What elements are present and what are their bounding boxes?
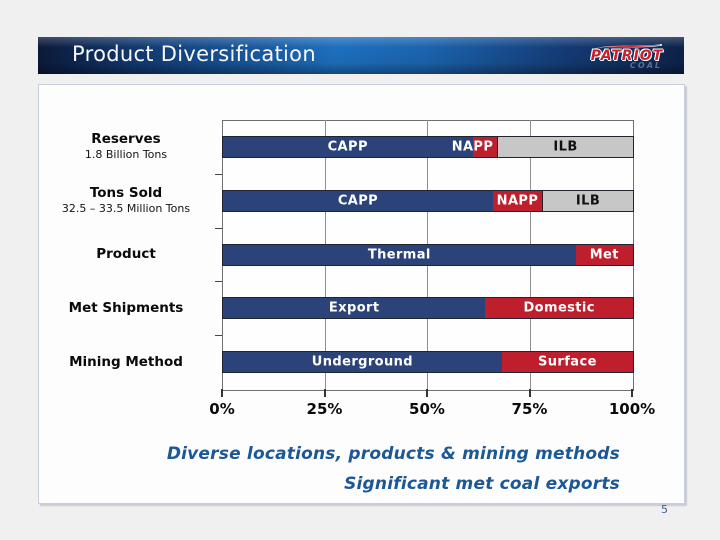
- axis-tick-75-: [528, 389, 531, 397]
- segment-label-domestic: Domestic: [523, 300, 595, 316]
- category-tick: [215, 281, 222, 283]
- segment-capp: CAPP: [223, 136, 473, 157]
- axis-tick-100-: [631, 389, 633, 397]
- category-tick: [215, 227, 222, 229]
- segment-ilb: ILB: [542, 190, 633, 211]
- axis-label-50-: 50%: [409, 400, 445, 418]
- row-label-reserves: Reserves 1.8 Billion Tons: [40, 128, 212, 166]
- patriot-coal-logo: PATRIOT COAL: [586, 41, 668, 71]
- row-label-title: Mining Method: [69, 353, 183, 370]
- segment-label-ilb: ILB: [553, 139, 578, 155]
- segment-label-met: Met: [589, 247, 619, 262]
- segment-label-thermal: Thermal: [367, 247, 431, 262]
- segment-thermal: Thermal: [223, 244, 576, 265]
- segment-napp: NAPP: [492, 190, 543, 211]
- segment-ilb: ILB: [497, 136, 633, 157]
- page-number: 5: [661, 503, 668, 516]
- row-label-title: Tons Sold: [89, 185, 163, 202]
- row-label-title: Reserves: [91, 131, 161, 148]
- segment-label-surface: Surface: [538, 354, 597, 370]
- axis-label-100-: 100%: [608, 400, 656, 418]
- axis-tick-50-: [426, 389, 428, 397]
- row-label-title: Met Shipments: [68, 299, 184, 316]
- segment-napp: NAPP: [452, 136, 498, 157]
- segment-export: Export: [223, 298, 486, 319]
- segment-label-capp: CAPP: [327, 139, 368, 155]
- axis-label-75-: 75%: [511, 400, 548, 418]
- category-tick: [215, 173, 222, 175]
- logo-subtext: COAL: [630, 61, 662, 70]
- row-label-product: Product: [40, 236, 212, 274]
- segment-label-napp: NAPP: [451, 139, 494, 155]
- bar-mining-method: Underground Surface: [222, 351, 634, 374]
- caption-line-1: Diverse locations, products & mining met…: [166, 444, 620, 464]
- segment-domestic: Domestic: [485, 298, 633, 319]
- bar-reserves: CAPP NAPP ILB: [222, 135, 634, 158]
- axis-label-0-: 0%: [209, 400, 235, 418]
- bar-tons-sold: CAPP NAPP ILB: [222, 189, 634, 212]
- caption-block: Diverse locations, products & mining met…: [100, 446, 620, 506]
- segment-label-export: Export: [328, 300, 380, 316]
- axis-label-25-: 25%: [306, 400, 343, 418]
- segment-label-underground: Underground: [311, 354, 413, 370]
- bar-met-shipments: Export Domestic: [222, 297, 634, 320]
- row-label-title: Product: [96, 246, 156, 263]
- axis-tick-0-: [221, 389, 223, 397]
- row-label-met-shipments: Met Shipments: [40, 289, 212, 327]
- segment-label-napp: NAPP: [496, 193, 539, 209]
- row-label-mining-method: Mining Method: [40, 343, 212, 381]
- caption-line-2: Significant met coal exports: [344, 474, 620, 494]
- row-label-sublabel: 32.5 – 33.5 Million Tons: [61, 201, 191, 215]
- category-tick: [215, 335, 222, 337]
- segment-underground: Underground: [223, 352, 502, 373]
- segment-met: Met: [575, 244, 633, 265]
- segment-label-capp: CAPP: [337, 193, 379, 209]
- segment-surface: Surface: [501, 352, 633, 373]
- row-label-sublabel: 1.8 Billion Tons: [84, 148, 168, 162]
- logo-swoosh-icon: [590, 43, 664, 50]
- segment-capp: CAPP: [223, 190, 493, 211]
- bar-product: Thermal Met: [222, 243, 634, 266]
- logo-wordmark: PATRIOT: [590, 48, 664, 64]
- page-title: Product Diversification: [72, 42, 316, 66]
- header-bar: Product Diversification PATRIOT COAL: [38, 37, 684, 74]
- axis-tick-25-: [323, 389, 326, 397]
- row-label-tons-sold: Tons Sold 32.5 – 33.5 Million Tons: [40, 182, 212, 220]
- segment-label-ilb: ILB: [575, 193, 601, 209]
